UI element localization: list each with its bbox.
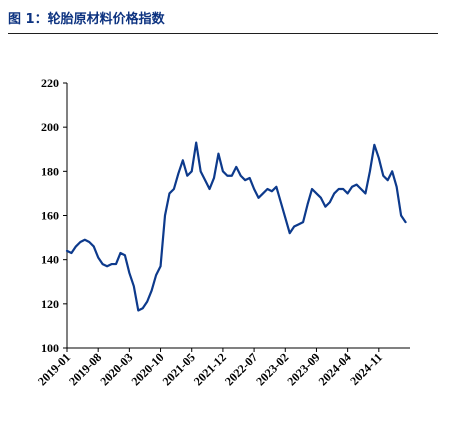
x-tick-label: 2021-12 [191,350,229,388]
x-tick-label: 2020-03 [97,350,135,388]
series-line-0 [65,141,407,312]
y-tick-label: 160 [41,209,59,223]
x-tick-label: 2019-01 [35,350,73,388]
series-layer [65,141,407,312]
y-tick-label: 100 [41,341,59,355]
x-tick-label: 2021-05 [160,350,198,388]
y-tick-label: 140 [41,253,59,267]
x-tick-label: 2019-08 [66,350,104,388]
y-tick-label: 120 [41,297,59,311]
x-tick-label: 2024-11 [347,350,385,388]
x-tick-label: 2024-04 [316,350,354,388]
x-tick-label: 2022-07 [222,350,260,388]
x-tick-label: 2023-09 [284,350,322,388]
title-rule [8,33,438,34]
y-tick-label: 180 [41,164,59,178]
y-axis: 100 120 140 160 180 200 220 [41,76,68,355]
y-tick-label: 220 [41,76,59,90]
x-tick-label: 2023-02 [253,350,291,388]
y-tick-label: 200 [41,120,59,134]
figure-title: 图 1：轮胎原材料价格指数 [8,12,165,27]
x-tick-label: 2020-10 [128,350,166,388]
x-axis: 2019-012019-082020-032020-102021-052021-… [35,347,410,388]
